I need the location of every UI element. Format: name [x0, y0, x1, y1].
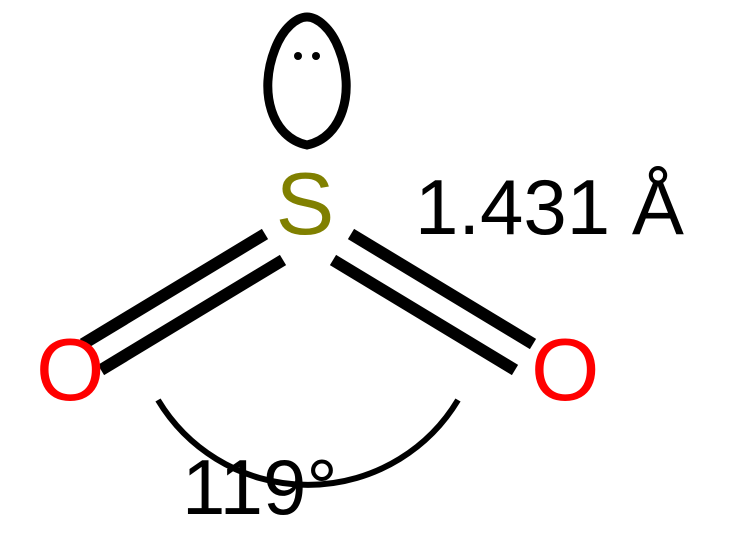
- lone-pair-dot: [312, 52, 320, 60]
- bond-length-label: 1.431 Å: [415, 163, 684, 251]
- bond-angle-label: 119°: [182, 443, 338, 531]
- lone-pair-dot: [294, 52, 302, 60]
- atom-oxygen-left: O: [36, 320, 104, 419]
- atom-sulfur: S: [276, 154, 335, 253]
- so2-diagram: S O O 1.431 Å 119°: [0, 0, 741, 549]
- atom-oxygen-right: O: [531, 320, 599, 419]
- lone-pair-lobe: [268, 17, 346, 145]
